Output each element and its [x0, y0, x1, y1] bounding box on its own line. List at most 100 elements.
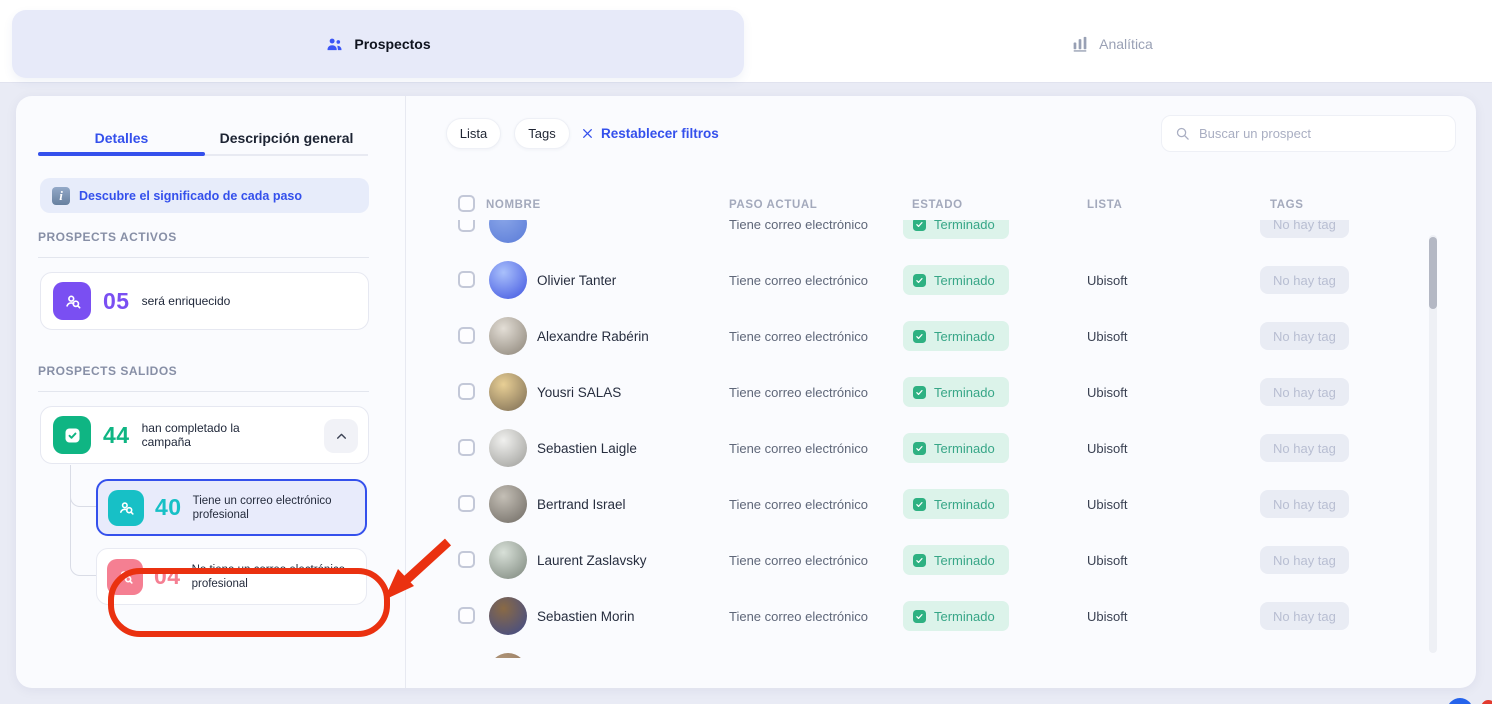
- check-icon: [913, 385, 926, 399]
- table-row[interactable]: Alexandre Rabérin Tiene correo electróni…: [406, 308, 1458, 364]
- user-search-icon: [53, 282, 91, 320]
- list-name: Ubisoft: [1087, 609, 1128, 624]
- list-name: Ubisoft: [1087, 329, 1128, 344]
- chat-widget-button[interactable]: [1447, 698, 1473, 704]
- filter-tags-button[interactable]: Tags: [514, 118, 570, 149]
- table-viewport: Tiene correo electrónico Terminado No ha…: [406, 220, 1458, 658]
- check-icon: [913, 220, 926, 231]
- has-email-count: 40: [155, 494, 182, 520]
- row-checkbox[interactable]: [458, 607, 475, 624]
- has-email-label: Tiene un correo electrónico profesional: [193, 494, 332, 522]
- completed-count: 44: [103, 421, 130, 448]
- row-checkbox[interactable]: [458, 495, 475, 512]
- col-lista: LISTA: [1087, 199, 1123, 211]
- current-step: Tiene correo electrónico: [729, 385, 868, 400]
- tag-pill: No hay tag: [1260, 490, 1349, 518]
- table-row[interactable]: [406, 644, 1458, 658]
- has-email-label-line2: profesional: [192, 508, 249, 521]
- current-step: Tiene correo electrónico: [729, 329, 868, 344]
- table-row[interactable]: Yousri SALAS Tiene correo electrónico Te…: [406, 364, 1458, 420]
- tag-pill: No hay tag: [1260, 266, 1349, 294]
- tag-pill: No hay tag: [1260, 220, 1349, 238]
- tab-prospectos[interactable]: Prospectos: [12, 10, 744, 78]
- status-label: Terminado: [934, 496, 995, 512]
- sidebar-tab-descripcion[interactable]: Descripción general: [205, 124, 368, 152]
- sidebar-tab-detalles[interactable]: Detalles: [38, 124, 205, 152]
- tab-analitica[interactable]: Analítica: [746, 10, 1478, 78]
- tab-prospectos-label: Prospectos: [354, 36, 431, 52]
- tab-analitica-label: Analítica: [1099, 36, 1153, 52]
- table-row[interactable]: Sebastien Laigle Tiene correo electrónic…: [406, 420, 1458, 476]
- no-email-label-line1: No tiene un correo electrónico: [191, 563, 346, 576]
- card-has-pro-email[interactable]: 40 Tiene un correo electrónico profesion…: [96, 479, 367, 536]
- col-estado: ESTADO: [912, 199, 963, 211]
- no-email-label: No tiene un correo electrónico profesion…: [192, 563, 345, 591]
- sidebar-divider: [405, 96, 406, 688]
- no-email-label-line2: profesional: [191, 577, 248, 590]
- col-nombre: NOMBRE: [486, 199, 541, 211]
- avatar: [489, 597, 527, 635]
- table-row[interactable]: Tiene correo electrónico Terminado No ha…: [406, 220, 1458, 252]
- card-no-pro-email[interactable]: 04 No tiene un correo electrónico profes…: [96, 548, 367, 605]
- filter-tags-label: Tags: [528, 126, 556, 141]
- notification-widget-button[interactable]: [1481, 700, 1492, 704]
- list-name: Ubisoft: [1087, 553, 1128, 568]
- prospect-name: Sebastien Morin: [537, 609, 635, 624]
- avatar: [489, 220, 527, 243]
- divider: [38, 391, 369, 392]
- current-step: Tiene correo electrónico: [729, 220, 868, 232]
- avatar: [489, 317, 527, 355]
- check-icon: [913, 497, 926, 511]
- status-label: Terminado: [934, 220, 995, 232]
- status-label: Terminado: [934, 272, 995, 288]
- check-icon: [913, 553, 926, 567]
- filter-lista-button[interactable]: Lista: [446, 118, 501, 149]
- no-email-count: 04: [154, 563, 181, 589]
- status-badge: Terminado: [903, 265, 1009, 295]
- status-badge: Terminado: [903, 220, 1009, 239]
- card-sera-enriquecido[interactable]: 05 será enriquecido: [40, 272, 369, 330]
- row-checkbox[interactable]: [458, 439, 475, 456]
- current-step: Tiene correo electrónico: [729, 273, 868, 288]
- tag-pill: No hay tag: [1260, 602, 1349, 630]
- tag-pill: No hay tag: [1260, 378, 1349, 406]
- collapse-button[interactable]: [324, 419, 358, 453]
- card-campaign-completed[interactable]: 44 han completado la campaña: [40, 406, 369, 464]
- current-step: Tiene correo electrónico: [729, 553, 868, 568]
- step-meaning-banner[interactable]: i Descubre el significado de cada paso: [40, 178, 369, 213]
- prospect-name: Alexandre Rabérin: [537, 329, 649, 344]
- check-square-icon: [53, 416, 91, 454]
- col-tags: TAGS: [1270, 199, 1304, 211]
- active-count: 05: [103, 287, 130, 314]
- row-checkbox[interactable]: [458, 383, 475, 400]
- user-search-icon: [108, 489, 144, 526]
- status-label: Terminado: [934, 384, 995, 400]
- table-row[interactable]: Laurent Zaslavsky Tiene correo electróni…: [406, 532, 1458, 588]
- campaign-tabs-bar: Prospectos Analítica: [0, 0, 1492, 82]
- list-name: Ubisoft: [1087, 441, 1128, 456]
- status-badge: Terminado: [903, 377, 1009, 407]
- row-checkbox[interactable]: [458, 271, 475, 288]
- avatar: [489, 429, 527, 467]
- row-checkbox[interactable]: [458, 551, 475, 568]
- list-name: Ubisoft: [1087, 273, 1128, 288]
- row-checkbox[interactable]: [458, 220, 475, 232]
- prospects-panel: Detalles Descripción general i Descubre …: [16, 96, 1476, 688]
- current-step: Tiene correo electrónico: [729, 609, 868, 624]
- tree-connector: [70, 465, 96, 576]
- table-row[interactable]: Sebastien Morin Tiene correo electrónico…: [406, 588, 1458, 644]
- search-input[interactable]: [1199, 126, 1429, 141]
- table-row[interactable]: Bertrand Israel Tiene correo electrónico…: [406, 476, 1458, 532]
- status-badge: Terminado: [903, 433, 1009, 463]
- select-all-checkbox[interactable]: [458, 195, 475, 212]
- row-checkbox[interactable]: [458, 327, 475, 344]
- sidebar-tab-active-underline: [38, 152, 205, 156]
- status-label: Terminado: [934, 552, 995, 568]
- avatar: [489, 485, 527, 523]
- completed-count-label: han completado la campaña: [141, 421, 240, 449]
- check-icon: [913, 273, 926, 287]
- avatar: [489, 541, 527, 579]
- table-row[interactable]: Olivier Tanter Tiene correo electrónico …: [406, 252, 1458, 308]
- scrollbar-thumb[interactable]: [1429, 237, 1437, 309]
- reset-filters-button[interactable]: Restablecer filtros: [581, 118, 719, 149]
